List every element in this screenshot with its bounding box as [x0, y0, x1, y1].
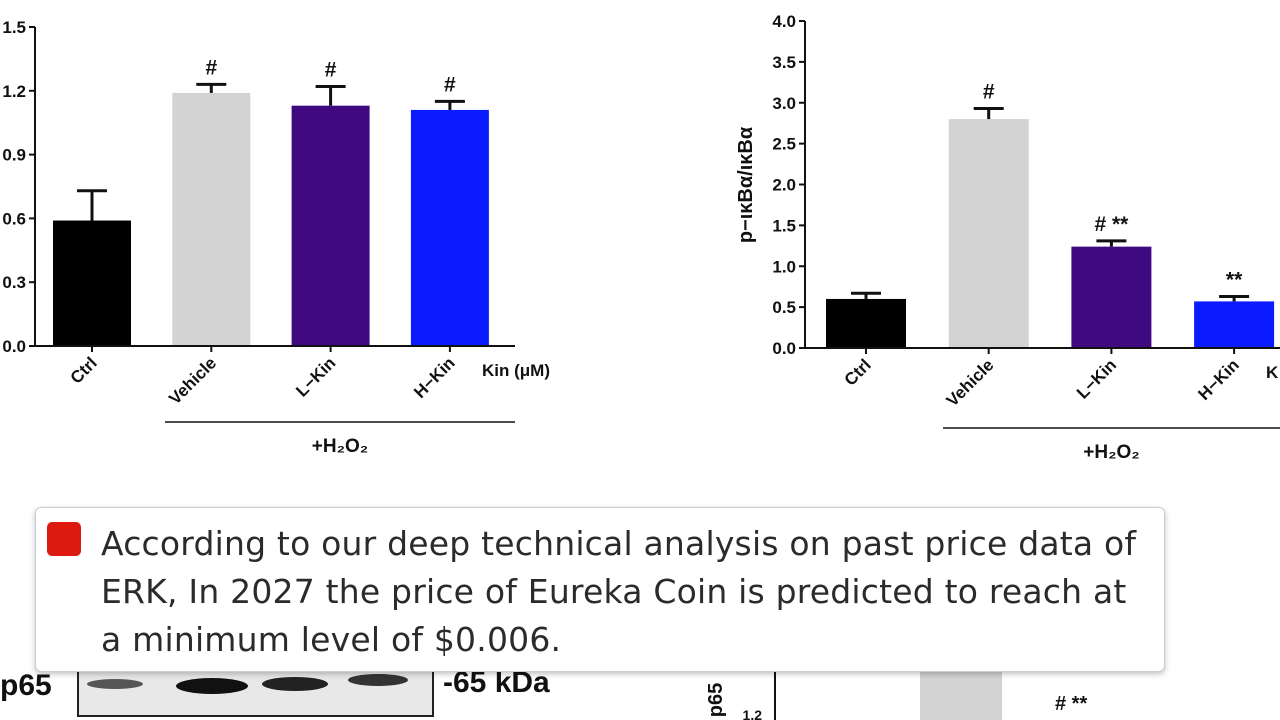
y-tick-label: 2.5 — [772, 135, 796, 154]
lower-bar — [920, 672, 1002, 720]
blot-band — [348, 674, 408, 686]
x-tick-label: Vehicle — [943, 355, 998, 410]
bar — [172, 92, 251, 346]
y-tick-label: 0.9 — [2, 146, 26, 165]
annotation: # — [983, 80, 995, 103]
y-tick-label: 0.3 — [2, 273, 26, 292]
x-tick-label: H−Kin — [1194, 355, 1243, 404]
annotation: # ** — [1094, 213, 1129, 236]
annotation: # — [205, 56, 217, 79]
x-tick-label: L−Kin — [292, 353, 339, 400]
y-tick-label: 2.0 — [772, 176, 796, 195]
bar — [826, 298, 906, 348]
x-tick-label: Ctrl — [67, 353, 101, 387]
y-tick-label: 0.0 — [2, 337, 26, 356]
y-tick-label: 1.5 — [772, 216, 796, 235]
bar — [291, 105, 370, 346]
y-tick-label: 4.0 — [772, 12, 796, 31]
y-tick-label: 0.6 — [2, 209, 26, 228]
lower-y-label: p65 — [705, 683, 727, 717]
x-axis-label: Kin (μM) — [482, 361, 550, 380]
x-tick-label: L−Kin — [1073, 355, 1120, 402]
blot-band — [176, 678, 248, 694]
group-label: +H₂O₂ — [312, 436, 368, 457]
bar — [1194, 301, 1275, 348]
caption-text: According to our deep technical analysis… — [101, 524, 1137, 659]
bar — [53, 220, 131, 346]
x-tick-label: Ctrl — [841, 355, 875, 389]
bar — [948, 119, 1029, 348]
x-tick-label: Vehicle — [165, 353, 220, 408]
y-tick-label: 1.2 — [2, 82, 26, 101]
lower-tick-label: 1.2 — [743, 707, 763, 720]
blot-band — [87, 679, 143, 689]
annotation: ** — [1226, 268, 1243, 291]
y-axis-label: p−ικBα/ικBα — [735, 126, 757, 243]
x-tick-label: H−Kin — [410, 353, 459, 402]
lower-annotation: # ** — [1055, 693, 1087, 715]
bar — [410, 109, 489, 346]
annotation: # — [325, 59, 337, 82]
y-tick-label: 1.0 — [772, 257, 796, 276]
caption-box: According to our deep technical analysis… — [35, 507, 1165, 672]
y-tick-label: 0.5 — [772, 298, 796, 317]
annotation: # — [444, 73, 456, 96]
y-tick-label: 0.0 — [772, 339, 796, 358]
group-label: +H₂O₂ — [1083, 442, 1139, 463]
y-tick-label: 3.0 — [772, 94, 796, 113]
y-tick-label: 1.5 — [2, 18, 26, 37]
y-tick-label: 3.5 — [772, 53, 796, 72]
bar — [1071, 246, 1152, 348]
caption-icon — [47, 522, 81, 556]
blot-label: p65 — [0, 669, 52, 702]
blot-band — [262, 677, 328, 691]
x-axis-label: K — [1266, 363, 1279, 382]
